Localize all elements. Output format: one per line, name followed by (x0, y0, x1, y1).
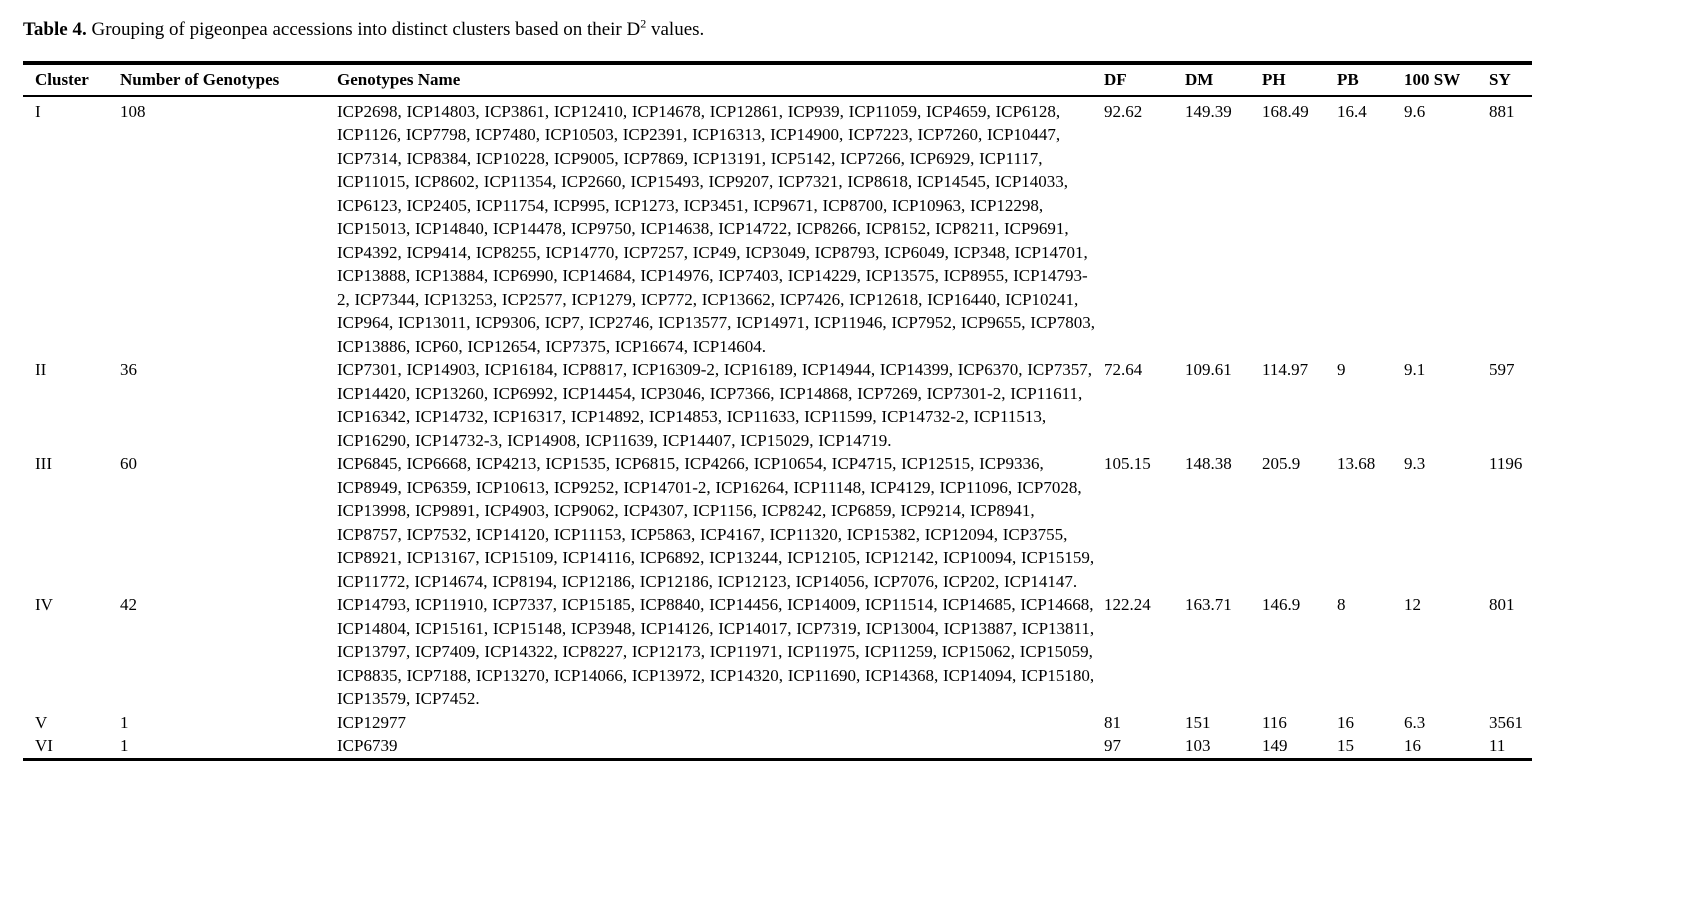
cell-dm: 149.39 (1185, 101, 1232, 121)
cell-cluster: II (35, 360, 47, 380)
table-header: Cluster Number of Genotypes Genotypes Na… (23, 62, 1532, 97)
cluster-table: Cluster Number of Genotypes Genotypes Na… (23, 60, 1532, 761)
header-ph: PH (1262, 62, 1337, 97)
cell-df: 105.15 (1104, 454, 1151, 474)
cell-100sw: 9.6 (1404, 101, 1426, 121)
cell-genotype-count: 42 (120, 595, 137, 615)
cell-df: 72.64 (1104, 360, 1143, 380)
cell-ph: 116 (1262, 712, 1287, 732)
cell-df: 92.62 (1104, 101, 1143, 121)
cell-dm: 109.61 (1185, 360, 1232, 380)
cell-df: 122.24 (1104, 595, 1151, 615)
header-count: Number of Genotypes (120, 62, 337, 97)
cell-dm: 103 (1185, 736, 1211, 756)
cell-100sw: 9.1 (1404, 360, 1426, 380)
header-pb: PB (1337, 62, 1404, 97)
table-caption-text-end: values. (646, 19, 705, 40)
table-caption-label: Table 4. (23, 19, 87, 40)
cell-genotype-names: ICP7301, ICP14903, ICP16184, ICP8817, IC… (337, 360, 1092, 450)
cell-genotype-count: 1 (120, 712, 129, 732)
header-100sw: 100 SW (1404, 62, 1489, 97)
cell-genotype-names: ICP12977 (337, 712, 406, 732)
cell-genotype-names: ICP14793, ICP11910, ICP7337, ICP15185, I… (337, 595, 1095, 709)
cell-genotype-names: ICP6845, ICP6668, ICP4213, ICP1535, ICP6… (337, 454, 1095, 591)
cell-df: 97 (1104, 736, 1121, 756)
table-row: V 1 ICP12977 81 151 116 16 6.3 3561 (23, 711, 1532, 735)
table-row: II 36 ICP7301, ICP14903, ICP16184, ICP88… (23, 358, 1532, 452)
cell-cluster: VI (35, 736, 53, 756)
cell-ph: 205.9 (1262, 454, 1301, 474)
cell-pb: 9 (1337, 360, 1346, 380)
cell-dm: 151 (1185, 712, 1211, 732)
cell-genotype-count: 108 (120, 101, 146, 121)
table-body: I 108 ICP2698, ICP14803, ICP3861, ICP124… (23, 96, 1532, 760)
cell-cluster: V (35, 712, 48, 732)
table-row: I 108 ICP2698, ICP14803, ICP3861, ICP124… (23, 96, 1532, 359)
cell-ph: 168.49 (1262, 101, 1309, 121)
cell-dm: 163.71 (1185, 595, 1232, 615)
header-cluster: Cluster (23, 62, 120, 97)
table-caption-superscript: 2 (640, 16, 647, 31)
header-names: Genotypes Name (337, 62, 1104, 97)
header-dm: DM (1185, 62, 1262, 97)
cell-pb: 8 (1337, 595, 1346, 615)
header-df: DF (1104, 62, 1185, 97)
cell-cluster: III (35, 454, 52, 474)
cell-100sw: 9.3 (1404, 454, 1426, 474)
cell-genotype-count: 60 (120, 454, 137, 474)
cell-ph: 146.9 (1262, 595, 1301, 615)
cell-cluster: IV (35, 595, 53, 615)
cell-pb: 16 (1337, 712, 1354, 732)
cell-sy: 597 (1489, 360, 1515, 380)
cell-cluster: I (35, 101, 41, 121)
cell-sy: 881 (1489, 101, 1515, 121)
cell-pb: 13.68 (1337, 454, 1376, 474)
cell-genotype-count: 36 (120, 360, 137, 380)
cell-100sw: 6.3 (1404, 712, 1426, 732)
table-caption: Table 4. Grouping of pigeonpea accession… (23, 18, 1682, 43)
table-caption-text: Grouping of pigeonpea accessions into di… (86, 19, 641, 40)
cell-sy: 1196 (1489, 454, 1523, 474)
table-row: III 60 ICP6845, ICP6668, ICP4213, ICP153… (23, 452, 1532, 593)
header-sy: SY (1489, 62, 1532, 97)
cell-genotype-names: ICP2698, ICP14803, ICP3861, ICP12410, IC… (337, 101, 1095, 356)
cell-genotype-names: ICP6739 (337, 736, 398, 756)
table-row: VI 1 ICP6739 97 103 149 15 16 11 (23, 734, 1532, 759)
cell-sy: 801 (1489, 595, 1515, 615)
cell-sy: 11 (1489, 736, 1506, 756)
cell-ph: 149 (1262, 736, 1288, 756)
cell-sy: 3561 (1489, 712, 1523, 732)
header-row: Cluster Number of Genotypes Genotypes Na… (23, 62, 1532, 97)
cell-genotype-count: 1 (120, 736, 129, 756)
cell-pb: 16.4 (1337, 101, 1367, 121)
cell-100sw: 16 (1404, 736, 1421, 756)
cell-dm: 148.38 (1185, 454, 1232, 474)
cell-pb: 15 (1337, 736, 1354, 756)
cell-ph: 114.97 (1262, 360, 1309, 380)
cell-100sw: 12 (1404, 595, 1421, 615)
cell-df: 81 (1104, 712, 1121, 732)
table-row: IV 42 ICP14793, ICP11910, ICP7337, ICP15… (23, 593, 1532, 711)
